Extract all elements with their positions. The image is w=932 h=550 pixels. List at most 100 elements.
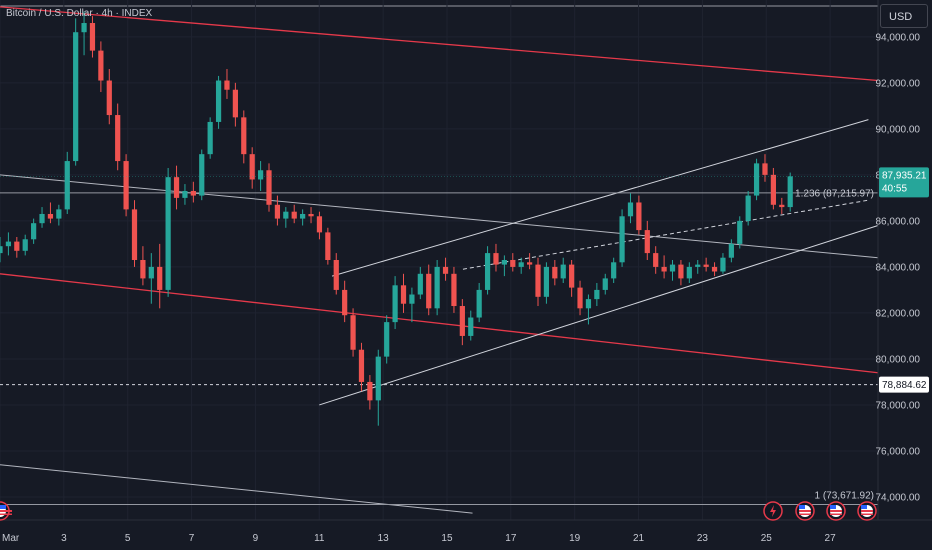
candle xyxy=(291,204,297,224)
candle-body xyxy=(577,287,583,309)
candle-body xyxy=(779,204,785,208)
currency-button[interactable]: USD xyxy=(880,4,928,28)
candle xyxy=(89,16,96,58)
candle xyxy=(669,260,676,281)
candle-body xyxy=(552,266,558,279)
candle xyxy=(14,236,20,258)
candle-body xyxy=(669,264,676,272)
price-tick-label: 80,000.00 xyxy=(876,354,921,365)
horizontal-level-tag xyxy=(879,376,929,393)
candle-body xyxy=(476,289,482,318)
time-tick-label: 15 xyxy=(441,533,453,544)
candle xyxy=(173,165,180,210)
candle xyxy=(207,117,213,159)
candle-body xyxy=(5,241,12,247)
candle xyxy=(661,255,667,279)
candle-body xyxy=(392,285,398,323)
candle-body xyxy=(249,154,255,180)
us-flag-event-icon[interactable] xyxy=(0,501,12,521)
candle-body xyxy=(333,260,339,290)
candle-body xyxy=(627,202,634,217)
flash-icon[interactable] xyxy=(763,501,783,521)
candle-body xyxy=(232,89,238,118)
horizontal-level-value: 78,884.62 xyxy=(882,380,927,391)
candle-body xyxy=(661,266,667,272)
us-flag-event-icon[interactable] xyxy=(795,501,815,521)
candle xyxy=(594,283,600,307)
price-axis: 74,000.00 76,000.00 78,000.00 80,000.00 82,0… xyxy=(876,0,932,550)
candle xyxy=(392,276,398,330)
candle-body xyxy=(173,177,180,198)
candle-body xyxy=(123,161,129,210)
candle xyxy=(451,266,457,313)
candle xyxy=(232,82,238,127)
candle xyxy=(215,75,222,129)
candle-body xyxy=(417,273,423,295)
candle-body xyxy=(678,264,684,279)
candle xyxy=(753,158,760,201)
candle-body xyxy=(56,209,62,219)
candles xyxy=(0,11,793,426)
candle xyxy=(686,262,692,284)
candle xyxy=(274,195,281,226)
candle-body xyxy=(81,23,87,33)
candle-body xyxy=(266,170,272,205)
candle-body xyxy=(140,260,146,279)
candle xyxy=(459,299,465,346)
candle-body xyxy=(459,306,465,336)
price-tick-label: 76,000.00 xyxy=(876,446,921,457)
us-flag-event-icon[interactable] xyxy=(826,501,846,521)
candle xyxy=(199,149,205,201)
candle xyxy=(627,193,634,224)
candle-body xyxy=(703,264,709,267)
candle xyxy=(560,257,566,284)
candle xyxy=(257,161,264,191)
candle-body xyxy=(535,264,541,297)
candle-body xyxy=(131,209,138,260)
candle-body xyxy=(73,32,79,162)
candle xyxy=(720,253,726,274)
candle xyxy=(442,257,449,281)
candle xyxy=(325,227,331,265)
candle xyxy=(182,184,188,205)
candle-body xyxy=(316,216,323,233)
candle-body xyxy=(720,257,726,272)
candle xyxy=(636,195,642,235)
candle xyxy=(308,207,314,224)
candle-body xyxy=(585,299,592,309)
candle-body xyxy=(98,50,104,81)
candle-body xyxy=(31,223,37,240)
candle-body xyxy=(22,239,28,251)
candle xyxy=(367,375,373,410)
candle-body xyxy=(484,253,491,290)
candle-body xyxy=(526,262,533,265)
candle xyxy=(106,69,112,125)
candle-body xyxy=(501,260,507,265)
time-tick-label: 11 xyxy=(314,533,325,544)
candle xyxy=(585,294,592,325)
candle xyxy=(535,257,541,307)
candle-body xyxy=(434,266,440,309)
candle xyxy=(350,308,356,357)
candle-body xyxy=(308,213,314,217)
time-axis: Mar 3 5 7 9 11 13 15 17 19 21 23 25 27 xyxy=(0,519,932,544)
candle xyxy=(358,342,365,392)
candle xyxy=(39,207,45,228)
time-tick-label: 21 xyxy=(633,533,645,544)
candle xyxy=(737,216,743,249)
candle xyxy=(266,163,272,212)
descending-channel-bottom-line xyxy=(0,464,473,514)
candle xyxy=(300,209,306,226)
candle xyxy=(602,273,608,295)
us-flag-event-icon[interactable] xyxy=(857,501,877,521)
candle-body xyxy=(14,241,20,251)
candle-body xyxy=(468,317,474,336)
last-price-tag xyxy=(879,167,929,198)
candle xyxy=(762,154,768,182)
candle-body xyxy=(106,80,112,116)
candle-body xyxy=(358,349,365,382)
candle xyxy=(157,243,163,309)
price-tick-label: 74,000.00 xyxy=(876,492,921,503)
candle xyxy=(728,239,734,263)
